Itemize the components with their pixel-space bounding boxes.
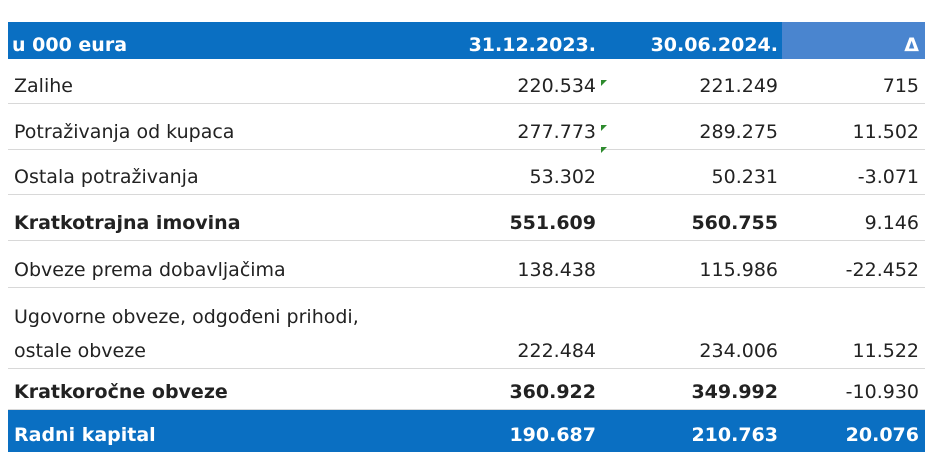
- value-cell: -3.071: [782, 150, 925, 195]
- row-label: Zalihe: [8, 59, 420, 104]
- row-label: Obveze prema dobavljačima: [8, 241, 420, 288]
- value-cell: 11.502: [782, 104, 925, 150]
- value-cell: 715: [782, 59, 925, 104]
- header-cell: Δ: [782, 22, 925, 59]
- value-cell: 551.609: [420, 195, 600, 241]
- header-cell: 30.06.2024.: [600, 22, 782, 59]
- table-row: Ugovorne obveze, odgođeni prihodi, ostal…: [8, 288, 925, 369]
- value-cell: 222.484: [420, 288, 600, 369]
- value-cell: 50.231: [600, 150, 782, 195]
- value-cell: 234.006: [600, 288, 782, 369]
- value-cell: 349.992: [600, 369, 782, 410]
- value-cell: 360.922: [420, 369, 600, 410]
- value-cell: 190.687: [420, 410, 600, 452]
- value-cell: 220.534: [420, 59, 600, 104]
- value-cell: 9.146: [782, 195, 925, 241]
- row-label: Potraživanja od kupaca: [8, 104, 420, 150]
- value-cell: 560.755: [600, 195, 782, 241]
- cell-marker: [601, 125, 607, 131]
- value-cell: 289.275: [600, 104, 782, 150]
- value-cell: 11.522: [782, 288, 925, 369]
- cell-marker: [601, 147, 607, 153]
- value-cell: 53.302: [420, 150, 600, 195]
- cell-marker: [601, 80, 607, 86]
- value-cell: 20.076: [782, 410, 925, 452]
- value-cell: 221.249: [600, 59, 782, 104]
- value-cell: 277.773: [420, 104, 600, 150]
- value-cell: 138.438: [420, 241, 600, 288]
- header-cell: u 000 eura: [8, 22, 420, 59]
- header-cell: 31.12.2023.: [420, 22, 600, 59]
- value-cell: -10.930: [782, 369, 925, 410]
- row-label: Ostala potraživanja: [8, 150, 420, 195]
- value-cell: 210.763: [600, 410, 782, 452]
- value-cell: -22.452: [782, 241, 925, 288]
- row-label: Kratkotrajna imovina: [8, 195, 420, 241]
- row-label: Kratkoročne obveze: [8, 369, 420, 410]
- row-label: Ugovorne obveze, odgođeni prihodi, ostal…: [8, 288, 420, 369]
- row-label: Radni kapital: [8, 410, 420, 452]
- value-cell: 115.986: [600, 241, 782, 288]
